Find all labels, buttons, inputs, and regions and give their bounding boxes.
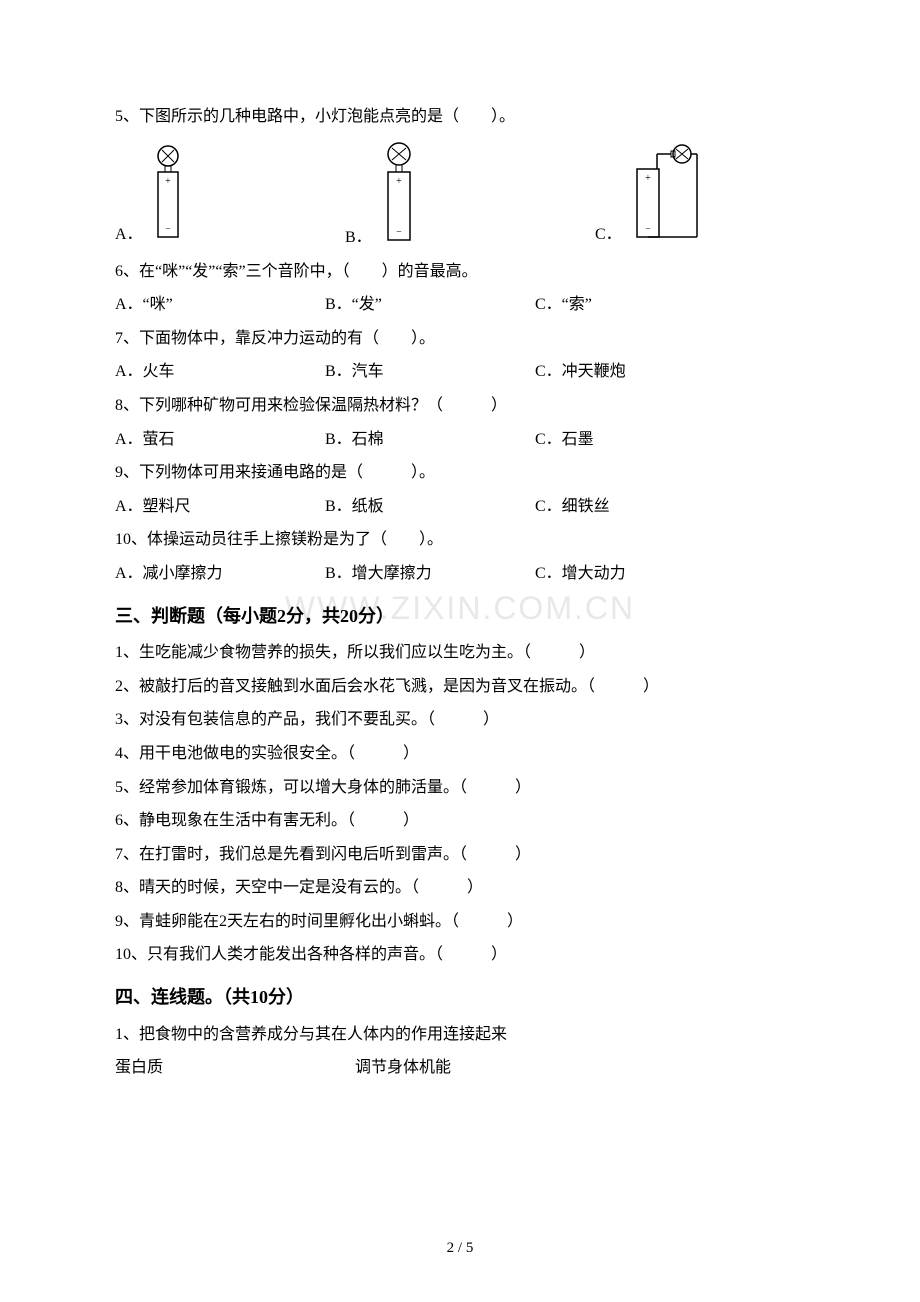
judge-10: 10、只有我们人类才能发出各种各样的声音。（ ） (115, 938, 805, 972)
section4-heading: 四、连线题。（共10分） (115, 978, 805, 1018)
svg-text:−: − (645, 224, 651, 235)
judge-8: 8、晴天的时候，天空中一定是没有云的。（ ） (115, 871, 805, 905)
q9-text: 9、下列物体可用来接通电路的是（ ）。 (115, 456, 805, 490)
svg-text:+: + (396, 176, 402, 187)
q7-opt-b: B．汽车 (325, 355, 535, 389)
section4-line1: 蛋白质 调节身体机能 (115, 1051, 805, 1085)
q6-options: A．“咪” B．“发” C．“索” (115, 288, 805, 322)
q6-opt-a: A．“咪” (115, 288, 325, 322)
q5-opt-a-label: A． (115, 220, 143, 244)
judge-4: 4、用干电池做电的实验很安全。（ ） (115, 737, 805, 771)
svg-text:−: − (396, 227, 402, 238)
circuit-diagram-a-icon: + − (148, 144, 188, 244)
section4-q1: 1、把食物中的含营养成分与其在人体内的作用连接起来 (115, 1018, 805, 1052)
q5-option-a: A． + − (115, 144, 345, 244)
q9-opt-b: B．纸板 (325, 490, 535, 524)
q9-opt-c: C．细铁丝 (535, 490, 805, 524)
q8-opt-a: A．萤石 (115, 423, 325, 457)
q7-options: A．火车 B．汽车 C．冲天鞭炮 (115, 355, 805, 389)
q10-opt-a: A．减小摩擦力 (115, 557, 325, 591)
judge-5: 5、经常参加体育锻炼，可以增大身体的肺活量。（ ） (115, 771, 805, 805)
q7-text: 7、下面物体中，靠反冲力运动的有（ ）。 (115, 322, 805, 356)
q5-option-b: B． + − (345, 142, 595, 247)
q6-opt-b: B．“发” (325, 288, 535, 322)
q9-opt-a: A．塑料尺 (115, 490, 325, 524)
q10-opt-b: B．增大摩擦力 (325, 557, 535, 591)
svg-text:−: − (165, 224, 171, 235)
judge-7: 7、在打雷时，我们总是先看到闪电后听到雷声。（ ） (115, 838, 805, 872)
page-number: 2 / 5 (447, 1240, 474, 1257)
q8-options: A．萤石 B．石棉 C．石墨 (115, 423, 805, 457)
q5-opt-c-label: C． (595, 220, 622, 244)
page-content: 5、下图所示的几种电路中，小灯泡能点亮的是（ ）。 A． + − B． + − (115, 100, 805, 1085)
judge-1: 1、生吃能减少食物营养的损失，所以我们应以生吃为主。（ ） (115, 636, 805, 670)
q6-text: 6、在“咪”“发”“索”三个音阶中，（ ）的音最高。 (115, 255, 805, 289)
q5-text: 5、下图所示的几种电路中，小灯泡能点亮的是（ ）。 (115, 100, 805, 134)
q5-opt-b-label: B． (345, 223, 372, 247)
q7-opt-c: C．冲天鞭炮 (535, 355, 805, 389)
section4-left1: 蛋白质 (115, 1051, 355, 1085)
q8-opt-b: B．石棉 (325, 423, 535, 457)
judge-2: 2、被敲打后的音叉接触到水面后会水花飞溅，是因为音叉在振动。（ ） (115, 670, 805, 704)
svg-text:+: + (165, 176, 171, 187)
section3-heading: 三、判断题（每小题2分，共20分） (115, 597, 805, 637)
circuit-diagram-b-icon: + − (377, 142, 422, 247)
q8-opt-c: C．石墨 (535, 423, 805, 457)
svg-text:+: + (645, 173, 651, 184)
q9-options: A．塑料尺 B．纸板 C．细铁丝 (115, 490, 805, 524)
judge-3: 3、对没有包装信息的产品，我们不要乱买。（ ） (115, 703, 805, 737)
q10-options: A．减小摩擦力 B．增大摩擦力 C．增大动力 (115, 557, 805, 591)
judge-9: 9、青蛙卵能在2天左右的时间里孵化出小蝌蚪。（ ） (115, 905, 805, 939)
circuit-diagram-c-icon: + − (627, 144, 702, 244)
q5-options: A． + − B． + − C． (115, 142, 805, 247)
judge-6: 6、静电现象在生活中有害无利。（ ） (115, 804, 805, 838)
q8-text: 8、下列哪种矿物可用来检验保温隔热材料？（ ） (115, 389, 805, 423)
q7-opt-a: A．火车 (115, 355, 325, 389)
section4-right1: 调节身体机能 (355, 1051, 451, 1085)
q6-opt-c: C．“索” (535, 288, 805, 322)
q5-option-c: C． + − (595, 144, 702, 244)
q10-opt-c: C．增大动力 (535, 557, 805, 591)
q10-text: 10、体操运动员往手上擦镁粉是为了（ ）。 (115, 523, 805, 557)
